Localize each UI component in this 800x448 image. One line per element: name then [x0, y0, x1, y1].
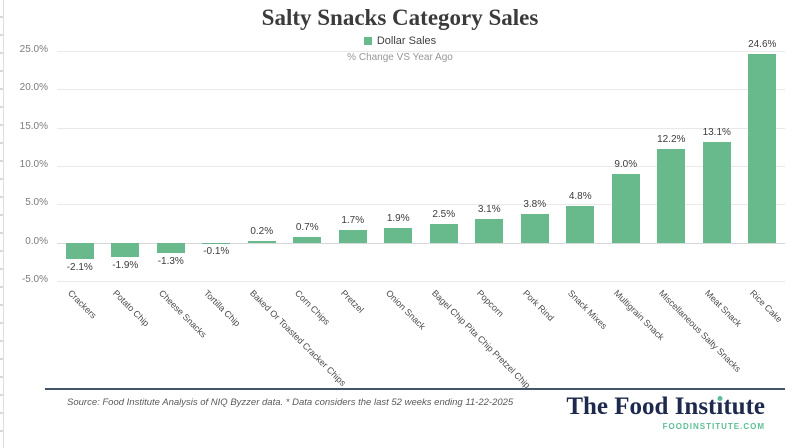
x-axis-category-label: Baked Or Toasted Cracker Chips: [247, 288, 348, 388]
x-axis-category-label: Corn Chips: [293, 288, 333, 327]
legend-label: Dollar Sales: [376, 35, 437, 47]
gridline: [57, 127, 785, 129]
bar-value-label: 24.6%: [748, 39, 777, 51]
y-axis-tick-label: 15.0%: [19, 120, 48, 132]
footer-divider: [45, 388, 785, 390]
bar-value-label: 4.8%: [568, 190, 592, 202]
bar-corn-chips: [293, 237, 322, 243]
bar-multigrain-snack: [611, 173, 640, 243]
bar-rice-cake: [748, 54, 777, 243]
bar-value-label: 1.9%: [386, 213, 410, 225]
bar-value-label: -1.3%: [157, 255, 184, 267]
bar-value-label: -1.9%: [112, 260, 139, 272]
x-axis-category-label: Onion Snack: [384, 288, 428, 332]
bar-value-label: 3.8%: [523, 198, 547, 210]
bar-value-label: 12.2%: [657, 134, 686, 146]
bar-crackers: [65, 242, 94, 259]
bar-cheese-snacks: [156, 242, 185, 253]
source-note: Source: Food Institute Analysis of NIQ B…: [67, 397, 514, 408]
bar-value-label: 1.7%: [341, 214, 365, 226]
bar-miscellaneous-salty-snacks: [657, 149, 686, 243]
legend: Dollar Sales: [0, 35, 800, 47]
legend-swatch-icon: [363, 37, 372, 45]
x-axis-category-label: Crackers: [65, 288, 99, 321]
bar-value-label: -0.1%: [203, 246, 230, 258]
y-axis-tick-label: 20.0%: [19, 82, 48, 94]
y-axis-tick-label: 0.0%: [25, 235, 48, 247]
bar-value-label: 2.5%: [432, 208, 456, 220]
x-axis-category-label: Miscellaneous Salty Snacks: [657, 288, 744, 374]
x-axis-category-label: Snack Mixes: [566, 288, 610, 332]
x-axis-category-label: Pork Rind: [520, 288, 556, 324]
x-axis-category-label: Tortilla Chip: [202, 288, 243, 329]
food-institute-logo: The Food Instıtute FOODINSTITUTE.COM: [566, 393, 765, 431]
bar-popcorn: [475, 218, 504, 243]
left-edge-ruler: [0, 0, 4, 448]
y-axis-tick-label: 25.0%: [19, 44, 48, 55]
bar-value-label: -2.1%: [66, 261, 93, 273]
bar-value-label: 9.0%: [614, 158, 638, 170]
bar-value-label: 0.2%: [250, 226, 274, 238]
gridline: [57, 281, 785, 282]
bar-potato-chip: [111, 242, 140, 258]
gridline: [57, 51, 785, 52]
x-axis-category-label: Popcorn: [475, 288, 506, 319]
logo-text: The Food Instıtute: [566, 393, 765, 420]
logo-text-post: tute: [723, 393, 765, 420]
x-axis-category-label: Bagel Chip Pita Chip Pretzel Chip: [429, 288, 532, 391]
gridline: [57, 242, 785, 244]
gridline: [57, 204, 785, 206]
bar-tortilla-chip: [202, 242, 231, 244]
logo-text-pre: The Food Inst: [566, 393, 717, 420]
x-axis-category-label: Pretzel: [338, 288, 366, 315]
bar-snack-mixes: [566, 205, 595, 243]
logo-url: FOODINSTITUTE.COM: [662, 422, 765, 431]
x-axis-category-label: Cheese Snacks: [156, 288, 209, 340]
bar-onion-snack: [384, 228, 413, 243]
chart-title: Salty Snacks Category Sales: [261, 5, 539, 30]
x-axis-category-label: Potato Chip: [111, 288, 152, 329]
bar-bagel-chip-pita-chip-pretzel-chip: [429, 223, 458, 243]
gridline: [57, 89, 785, 91]
logo-letter-i-green-dot: ı: [716, 393, 724, 420]
x-axis-category-label: Rice Cake: [748, 288, 785, 325]
bar-meat-snack: [702, 142, 731, 243]
y-axis-tick-label: -5.0%: [21, 274, 48, 285]
bar-baked-or-toasted-cracker-chips: [247, 241, 276, 243]
y-axis-tick-label: 10.0%: [19, 159, 48, 170]
bar-value-label: 0.7%: [295, 222, 319, 234]
bar-pork-rind: [520, 213, 549, 243]
chart-subtitle: % Change VS Year Ago: [347, 52, 453, 63]
bar-value-label: 13.1%: [702, 127, 731, 139]
x-axis-category-label: Meat Snack: [702, 288, 744, 329]
bar-pretzel: [338, 229, 367, 243]
bar-value-label: 3.1%: [477, 203, 501, 215]
gridline: [57, 166, 785, 167]
y-axis-tick-label: 5.0%: [25, 197, 48, 209]
